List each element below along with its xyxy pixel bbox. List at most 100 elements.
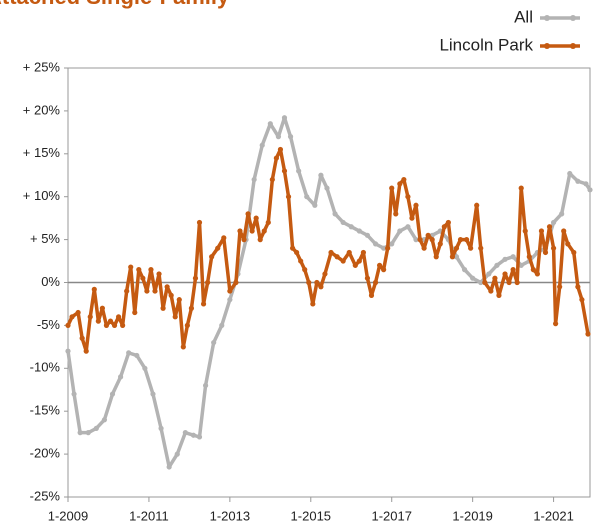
data-point [176,297,182,303]
data-point [184,322,190,328]
data-point [514,279,520,286]
data-point [91,286,97,292]
data-point [318,172,324,178]
data-point [265,219,271,226]
data-point [209,254,215,260]
data-point [192,275,199,281]
data-point [425,232,431,238]
x-tick-label: 1-2021 [533,508,573,523]
data-point [93,425,99,431]
data-point [356,228,362,234]
data-point [417,237,423,243]
data-point [409,215,415,221]
data-point [457,237,464,243]
data-point [310,301,316,307]
data-point [275,134,282,140]
data-point [101,417,108,423]
y-tick-label: -20% [30,446,61,461]
data-point [585,331,591,337]
data-point [356,258,362,264]
y-tick-label: 0% [41,274,60,289]
data-point [429,237,435,243]
data-point [227,288,233,294]
data-point [273,155,279,161]
legend-marker [570,15,576,21]
data-point [132,309,138,316]
data-point [413,237,419,243]
data-point [334,254,340,260]
data-point [421,245,427,251]
data-point [124,288,130,294]
data-point [115,314,122,320]
data-point [180,344,186,350]
data-point [559,211,565,217]
y-tick-label: + 20% [23,102,61,117]
data-point [583,181,589,187]
data-point [227,297,233,303]
chart-title: Attached Single-Family [0,0,230,9]
data-point [168,292,174,298]
data-point [385,245,391,251]
data-point [128,264,134,270]
data-point [328,249,334,256]
data-point [277,146,284,153]
data-point [381,267,387,273]
data-point [103,322,110,328]
legend-marker [570,43,576,49]
data-point [211,339,217,346]
data-point [314,279,320,286]
data-point [567,170,573,177]
data-point [107,318,114,324]
data-point [148,267,154,273]
data-point [158,425,164,431]
data-point [571,249,577,256]
data-point [95,318,101,324]
data-point [285,194,292,200]
data-point [553,321,559,327]
data-point [376,262,383,268]
data-point [565,241,571,247]
data-point [294,249,300,256]
data-point [482,279,488,286]
data-point [393,211,399,217]
data-point [287,134,294,140]
x-tick-label: 1-2017 [371,508,411,523]
data-point [340,258,346,264]
y-tick-label: -10% [30,360,61,375]
data-point [502,271,508,277]
data-point [77,430,83,436]
data-point [318,284,324,290]
data-point [346,249,352,256]
data-point [478,245,484,251]
data-point [575,178,581,184]
data-point [289,245,296,251]
data-point [324,185,330,191]
data-point [69,314,75,320]
data-point [281,168,288,174]
data-point [401,176,407,183]
data-point [368,292,375,298]
data-point [109,391,116,397]
data-point [561,228,567,234]
data-point [397,228,403,234]
data-point [468,245,474,251]
data-point [172,314,178,320]
data-point [233,279,239,286]
data-point [474,202,480,208]
data-point [510,254,516,260]
data-point [312,202,318,208]
data-point [174,451,180,457]
data-point [269,176,275,183]
data-point [542,249,549,256]
data-point [156,271,162,277]
data-point [413,202,419,208]
data-point [65,348,71,354]
data-point [405,224,411,230]
data-point [136,267,142,273]
data-point [306,279,312,286]
data-point [298,258,304,264]
y-tick-label: -25% [30,488,61,503]
data-point [304,194,310,200]
legend-marker [544,15,550,21]
data-point [150,391,156,397]
